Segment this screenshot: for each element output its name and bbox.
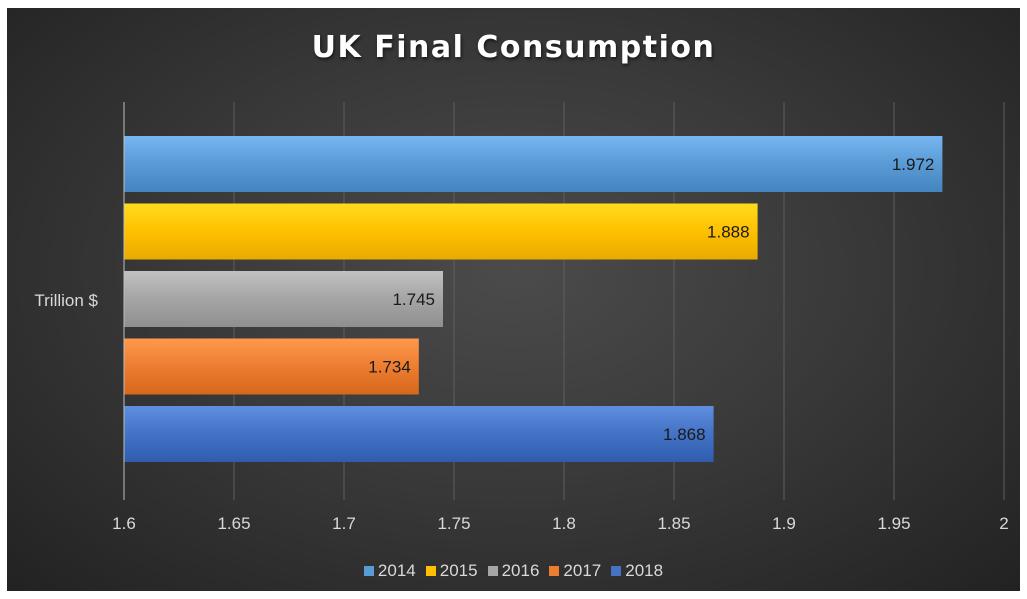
legend-label: 2016 — [501, 561, 540, 580]
axes: 1.6 1.65 1.7 1.75 1.8 1.85 1.9 1.95 2 — [112, 102, 1009, 533]
chart-title: UK Final Consumption — [311, 30, 716, 65]
legend-swatch — [611, 566, 622, 576]
data-label-2016: 1.745 — [392, 290, 435, 309]
legend-label: 2018 — [625, 561, 664, 580]
bar-2017 — [124, 338, 419, 395]
x-tick-label: 1.8 — [552, 514, 576, 533]
data-label-2018: 1.868 — [663, 425, 706, 444]
legend-item-2016: 2016 — [487, 561, 540, 581]
legend-item-2014: 2014 — [363, 561, 416, 581]
legend-item-2018: 2018 — [611, 561, 663, 581]
data-label-2015: 1.888 — [707, 223, 750, 242]
bar-2018 — [124, 406, 714, 462]
bar-2016 — [124, 271, 443, 327]
legend: 2014 2015 2016 2017 2018 — [0, 561, 1027, 581]
x-tick-label: 1.7 — [332, 514, 356, 533]
legend-label: 2015 — [439, 561, 478, 580]
legend-label: 2014 — [377, 561, 416, 580]
bars: 1.972 1.888 1.745 1.734 1.868 — [124, 136, 943, 462]
legend-swatch — [487, 566, 498, 576]
category-label: Trillion $ — [34, 291, 98, 310]
legend-item-2015: 2015 — [425, 561, 478, 581]
x-tick-label: 1.9 — [772, 514, 796, 533]
legend-label: 2017 — [563, 561, 602, 580]
data-label-2014: 1.972 — [892, 155, 935, 174]
legend-item-2017: 2017 — [549, 561, 601, 581]
x-tick-label: 1.75 — [437, 514, 470, 533]
bar-2015 — [124, 203, 758, 260]
x-tick-label: 2 — [999, 514, 1008, 533]
legend-swatch — [549, 566, 560, 576]
bar-2014 — [124, 136, 943, 192]
data-label-2017: 1.734 — [368, 358, 411, 377]
x-tick-label: 1.65 — [217, 514, 250, 533]
legend-swatch — [425, 566, 436, 576]
x-tick-label: 1.95 — [877, 514, 910, 533]
x-tick-label: 1.6 — [112, 514, 136, 533]
legend-swatch — [363, 566, 374, 576]
x-tick-label: 1.85 — [657, 514, 690, 533]
